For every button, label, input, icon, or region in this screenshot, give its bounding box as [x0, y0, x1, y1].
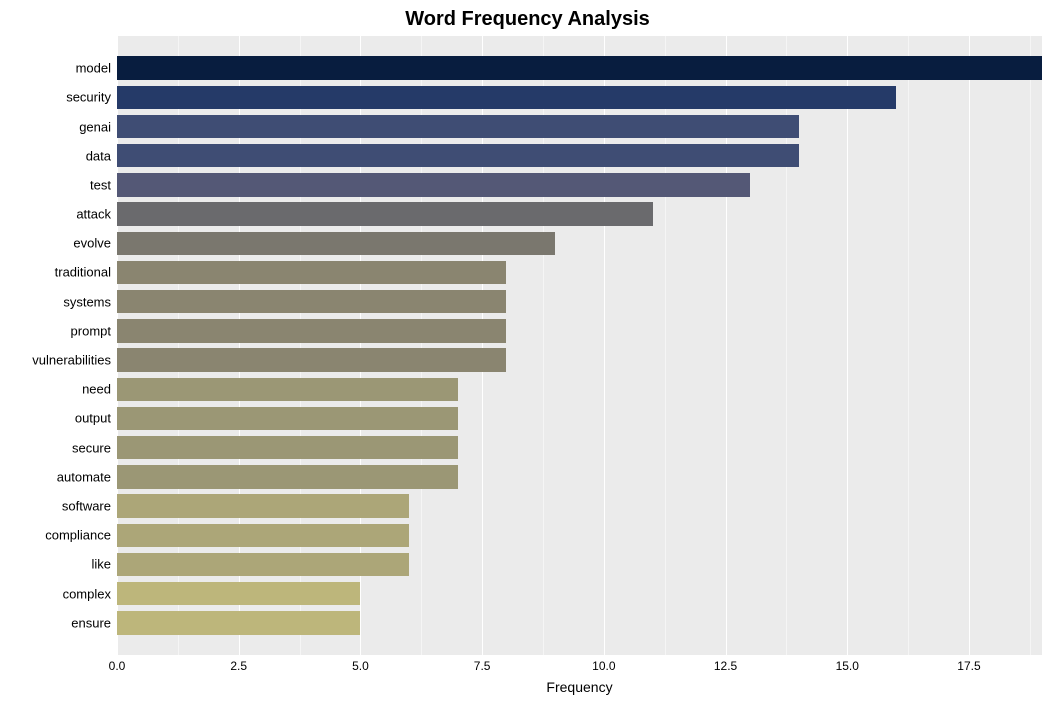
- bar: [117, 378, 458, 401]
- bar: [117, 436, 458, 459]
- bar: [117, 494, 409, 517]
- y-tick-label: like: [91, 557, 111, 572]
- y-tick-label: traditional: [55, 265, 111, 280]
- bar: [117, 115, 799, 138]
- x-tick-label: 5.0: [352, 659, 369, 673]
- bar-row: need: [117, 378, 1042, 401]
- y-tick-label: model: [76, 61, 111, 76]
- bar: [117, 348, 506, 371]
- y-tick-label: automate: [57, 469, 111, 484]
- bar-row: data: [117, 144, 1042, 167]
- y-tick-label: secure: [72, 440, 111, 455]
- bar-row: model: [117, 56, 1042, 79]
- x-tick-label: 2.5: [230, 659, 247, 673]
- y-tick-label: ensure: [71, 615, 111, 630]
- bar-row: software: [117, 494, 1042, 517]
- x-tick-label: 10.0: [592, 659, 615, 673]
- y-tick-label: compliance: [45, 528, 111, 543]
- x-tick-label: 12.5: [714, 659, 737, 673]
- y-tick-label: software: [62, 499, 111, 514]
- bar: [117, 202, 653, 225]
- bar-row: compliance: [117, 524, 1042, 547]
- x-axis-label: Frequency: [546, 679, 612, 695]
- bar: [117, 611, 360, 634]
- y-tick-label: prompt: [71, 323, 111, 338]
- y-tick-label: genai: [79, 119, 111, 134]
- x-tick-label: 7.5: [474, 659, 491, 673]
- bar-row: like: [117, 553, 1042, 576]
- plot-area: Frequency 0.02.55.07.510.012.515.017.5mo…: [117, 36, 1042, 655]
- bar: [117, 232, 555, 255]
- bar-row: output: [117, 407, 1042, 430]
- x-tick-label: 17.5: [957, 659, 980, 673]
- bar: [117, 553, 409, 576]
- x-tick-label: 15.0: [836, 659, 859, 673]
- bar: [117, 290, 506, 313]
- y-tick-label: security: [66, 90, 111, 105]
- y-tick-label: output: [75, 411, 111, 426]
- bar-row: secure: [117, 436, 1042, 459]
- bar-row: vulnerabilities: [117, 348, 1042, 371]
- bar: [117, 319, 506, 342]
- bar: [117, 173, 750, 196]
- bar-row: systems: [117, 290, 1042, 313]
- bar-row: prompt: [117, 319, 1042, 342]
- bar: [117, 465, 458, 488]
- bar: [117, 407, 458, 430]
- bar: [117, 86, 896, 109]
- word-frequency-chart: Word Frequency Analysis Frequency 0.02.5…: [0, 0, 1055, 701]
- bar: [117, 524, 409, 547]
- x-tick-label: 0.0: [109, 659, 126, 673]
- bar-row: attack: [117, 202, 1042, 225]
- bar-row: security: [117, 86, 1042, 109]
- bar: [117, 56, 1042, 79]
- bar: [117, 144, 799, 167]
- bar-row: automate: [117, 465, 1042, 488]
- bar-row: evolve: [117, 232, 1042, 255]
- y-tick-label: vulnerabilities: [32, 353, 111, 368]
- bar-row: complex: [117, 582, 1042, 605]
- y-tick-label: attack: [76, 207, 111, 222]
- y-tick-label: systems: [63, 294, 111, 309]
- bar: [117, 261, 506, 284]
- bar-row: test: [117, 173, 1042, 196]
- bar: [117, 582, 360, 605]
- bar-row: ensure: [117, 611, 1042, 634]
- y-tick-label: data: [86, 148, 111, 163]
- bar-row: genai: [117, 115, 1042, 138]
- y-tick-label: test: [90, 177, 111, 192]
- bar-row: traditional: [117, 261, 1042, 284]
- y-tick-label: complex: [63, 586, 111, 601]
- y-tick-label: evolve: [73, 236, 111, 251]
- chart-title: Word Frequency Analysis: [0, 8, 1055, 31]
- y-tick-label: need: [82, 382, 111, 397]
